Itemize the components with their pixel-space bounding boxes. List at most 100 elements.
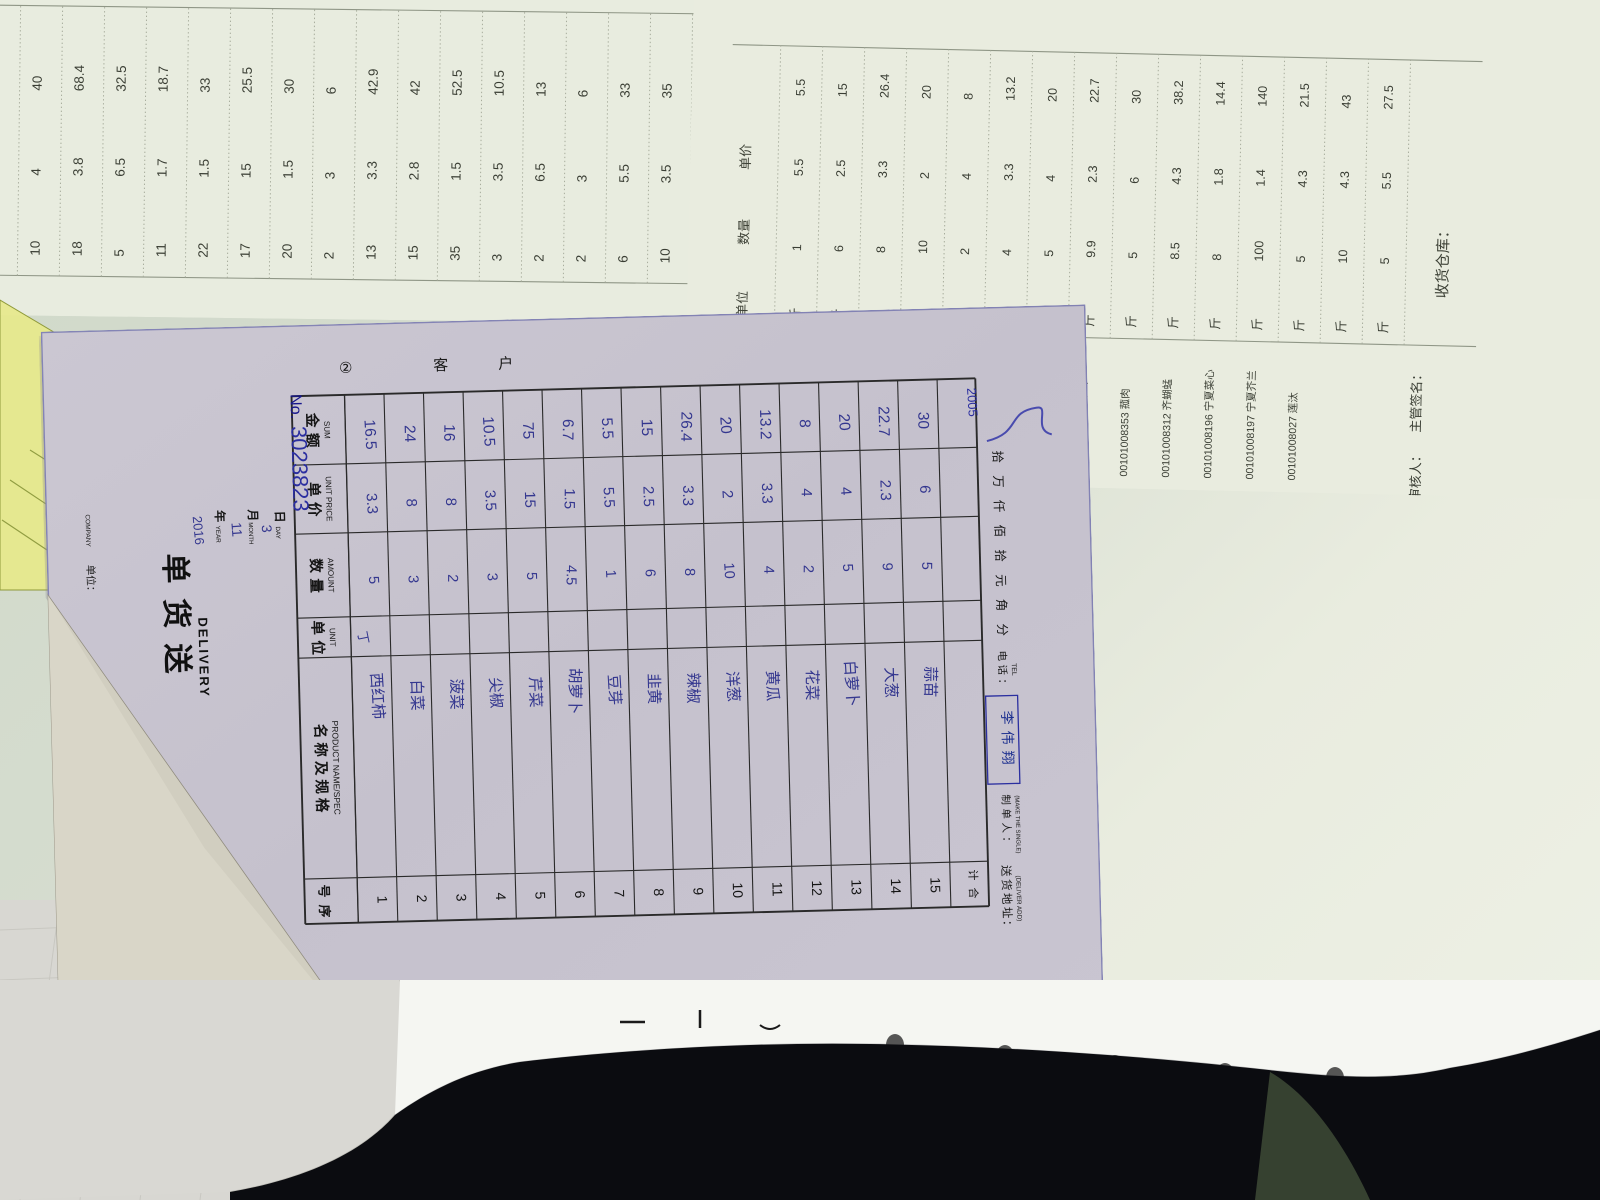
svg-text:单价: 单价 <box>738 144 754 170</box>
svg-text:20: 20 <box>835 413 853 432</box>
svg-text:15: 15 <box>239 163 254 178</box>
svg-text:拾: 拾 <box>993 549 1008 562</box>
svg-text:10: 10 <box>1336 249 1350 263</box>
svg-text:6: 6 <box>616 255 631 263</box>
svg-text:5: 5 <box>532 891 548 899</box>
svg-text:1: 1 <box>374 895 390 903</box>
svg-text:TEL: TEL <box>1010 663 1017 676</box>
svg-text:户: 户 <box>498 355 513 372</box>
svg-text:3: 3 <box>483 572 499 581</box>
svg-text:4.5: 4.5 <box>563 565 579 585</box>
svg-text:6: 6 <box>1128 177 1142 184</box>
svg-text:2: 2 <box>444 574 460 582</box>
svg-text:11: 11 <box>154 243 169 257</box>
svg-text:2: 2 <box>532 254 547 262</box>
svg-text:送: 送 <box>160 643 194 674</box>
svg-text:元: 元 <box>993 574 1007 587</box>
svg-text:豆芽: 豆芽 <box>604 674 624 706</box>
svg-text:6: 6 <box>572 890 588 898</box>
svg-text:蒜苗: 蒜苗 <box>921 666 939 697</box>
svg-text:白萝卜: 白萝卜 <box>841 660 862 708</box>
svg-text:10.5: 10.5 <box>479 416 498 447</box>
svg-text:合: 合 <box>966 887 980 898</box>
svg-text:7: 7 <box>611 889 627 897</box>
svg-text:15: 15 <box>406 245 421 260</box>
svg-text:韭黄: 韭黄 <box>644 673 663 704</box>
svg-text:(DELIVER ADD): (DELIVER ADD) <box>1014 875 1022 921</box>
svg-text:SUM: SUM <box>322 421 331 439</box>
svg-text:角: 角 <box>994 599 1008 612</box>
svg-text:COMPANY: COMPANY <box>84 514 92 547</box>
svg-text:33: 33 <box>198 78 213 93</box>
svg-text:22.7: 22.7 <box>874 406 892 437</box>
svg-text:1.4: 1.4 <box>1254 169 1268 187</box>
svg-text:计: 计 <box>966 869 979 880</box>
svg-text:3.3: 3.3 <box>876 160 890 178</box>
svg-text:4: 4 <box>493 892 509 900</box>
svg-text:35: 35 <box>660 83 675 98</box>
svg-text:2: 2 <box>918 172 932 179</box>
svg-text:16: 16 <box>440 424 457 441</box>
svg-text:3.8: 3.8 <box>71 157 86 176</box>
svg-text:15: 15 <box>521 491 538 508</box>
svg-text:4: 4 <box>837 486 854 495</box>
svg-text:1.8: 1.8 <box>1212 168 1226 186</box>
svg-text:芹菜: 芹菜 <box>526 676 545 707</box>
svg-text:5: 5 <box>918 562 934 570</box>
svg-text:5.5: 5.5 <box>792 159 806 177</box>
svg-text:单: 单 <box>158 553 192 584</box>
svg-text:5.5: 5.5 <box>600 486 618 508</box>
svg-text:3.5: 3.5 <box>481 490 499 512</box>
svg-text:单位：: 单位： <box>84 565 98 597</box>
svg-text:5.5: 5.5 <box>617 164 632 183</box>
svg-text:3.3: 3.3 <box>363 493 381 515</box>
svg-text:26.4: 26.4 <box>878 74 893 99</box>
svg-text:13: 13 <box>364 245 379 260</box>
svg-text:00101008312 齐蝴蜢: 00101008312 齐蝴蜢 <box>1159 378 1174 477</box>
svg-text:4.3: 4.3 <box>1170 167 1184 185</box>
svg-text:斤: 斤 <box>1334 320 1348 333</box>
svg-text:4: 4 <box>1000 249 1014 256</box>
svg-text:10: 10 <box>658 248 673 263</box>
svg-text:8: 8 <box>962 93 976 100</box>
svg-text:：: ： <box>1000 920 1012 932</box>
svg-text:人: 人 <box>1000 822 1012 833</box>
svg-text:1.5: 1.5 <box>561 488 578 509</box>
svg-text:22: 22 <box>196 243 211 258</box>
svg-text:斤: 斤 <box>1208 317 1222 330</box>
svg-text:9: 9 <box>690 887 706 895</box>
svg-text:3023823: 3023823 <box>286 426 313 512</box>
svg-text:4.3: 4.3 <box>1296 170 1310 188</box>
svg-text:DELIVERY: DELIVERY <box>195 617 212 698</box>
svg-text:5: 5 <box>523 572 539 580</box>
svg-text:电: 电 <box>995 650 1008 661</box>
svg-text:52.5: 52.5 <box>450 69 465 95</box>
svg-text:26.4: 26.4 <box>677 411 694 442</box>
svg-text:No.: No. <box>286 394 304 419</box>
svg-text:月: 月 <box>245 508 259 521</box>
svg-text:140: 140 <box>1255 86 1269 107</box>
svg-text:2: 2 <box>718 490 735 499</box>
svg-text:5: 5 <box>365 576 381 585</box>
svg-text:李: 李 <box>999 710 1015 724</box>
svg-text:12: 12 <box>809 880 825 896</box>
svg-text:5.5: 5.5 <box>598 417 616 440</box>
svg-text:38.2: 38.2 <box>1171 80 1186 105</box>
svg-text:5: 5 <box>1294 255 1308 262</box>
svg-text:8: 8 <box>874 246 888 253</box>
svg-text:18.7: 18.7 <box>156 66 171 92</box>
svg-text:1: 1 <box>790 244 804 251</box>
svg-text:3: 3 <box>323 172 338 180</box>
svg-text:10: 10 <box>916 240 930 254</box>
svg-text:00101008197 宁夏芥兰: 00101008197 宁夏芥兰 <box>1243 370 1258 479</box>
svg-text:2.5: 2.5 <box>639 486 657 507</box>
svg-text:审核人：: 审核人： <box>1408 449 1424 501</box>
svg-text:8: 8 <box>681 568 697 576</box>
svg-text:10: 10 <box>730 882 746 898</box>
svg-text:3.5: 3.5 <box>659 165 674 184</box>
svg-text:3: 3 <box>259 524 276 533</box>
svg-text:20: 20 <box>716 416 734 435</box>
svg-text:3.3: 3.3 <box>758 483 776 504</box>
svg-text:15: 15 <box>836 83 850 97</box>
svg-text:100: 100 <box>1252 241 1266 262</box>
